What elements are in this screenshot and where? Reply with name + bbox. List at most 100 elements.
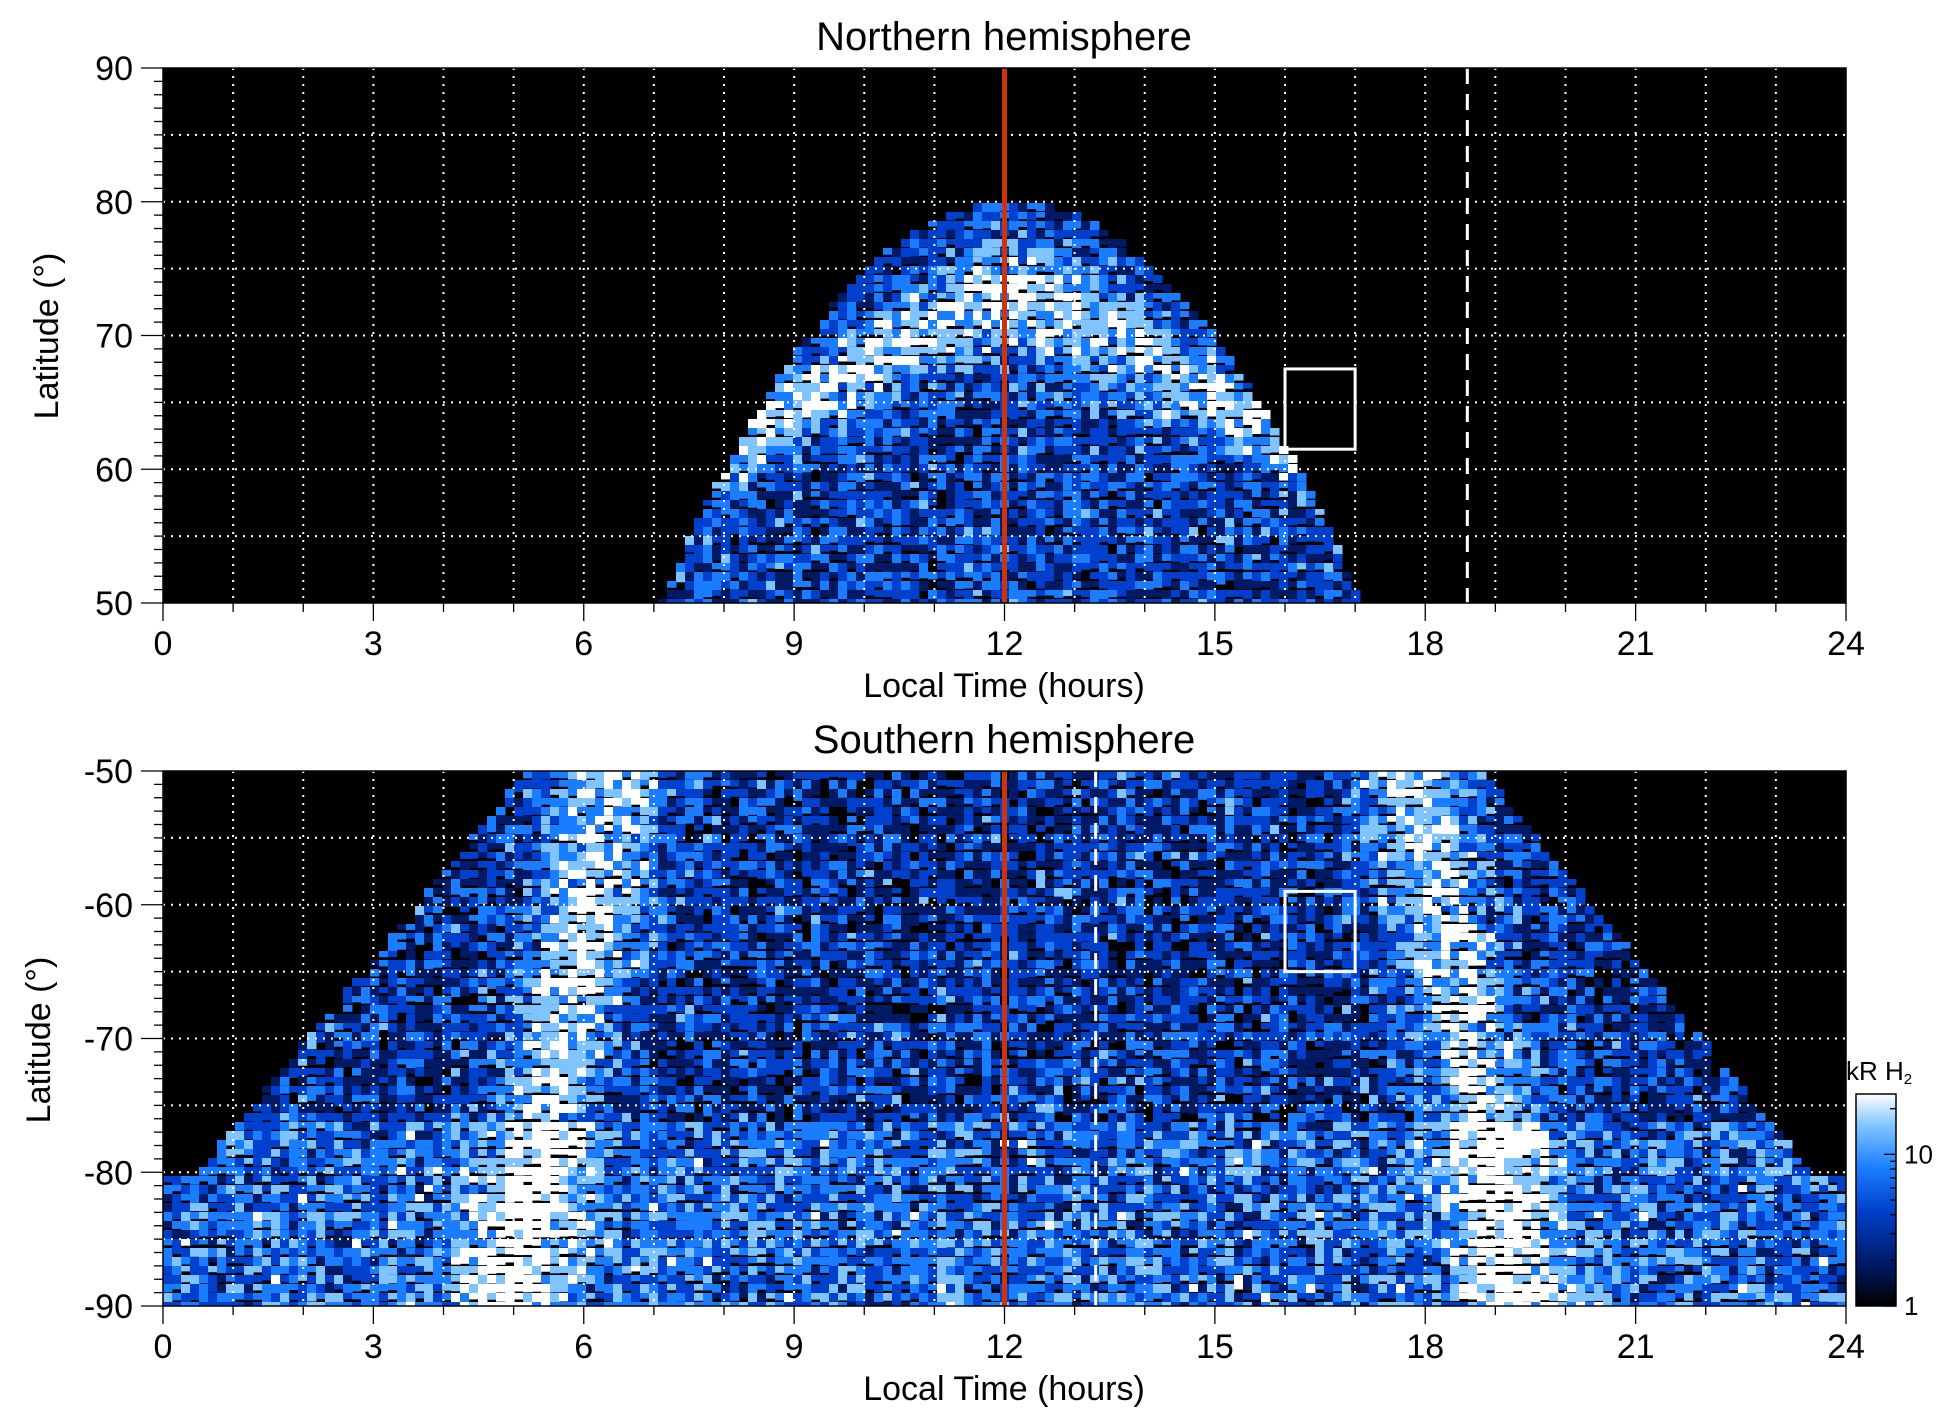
heatmap-cell bbox=[973, 437, 983, 446]
heatmap-cell bbox=[973, 257, 983, 263]
heatmap-cell bbox=[766, 915, 776, 927]
heatmap-cell bbox=[1018, 428, 1028, 439]
heatmap-cell bbox=[478, 924, 488, 936]
heatmap-cell bbox=[613, 825, 623, 836]
heatmap-cell bbox=[1189, 581, 1199, 588]
heatmap-cell bbox=[1540, 870, 1550, 877]
heatmap-cell bbox=[685, 843, 695, 853]
heatmap-cell bbox=[937, 536, 947, 548]
heatmap-cell bbox=[748, 437, 758, 449]
heatmap-cell bbox=[784, 879, 794, 890]
heatmap-cell bbox=[982, 212, 992, 224]
heatmap-cell bbox=[1486, 861, 1496, 867]
heatmap-cell bbox=[1324, 581, 1334, 592]
heatmap-cell bbox=[1162, 536, 1172, 546]
heatmap-cell bbox=[1324, 870, 1334, 879]
heatmap-cell bbox=[865, 888, 875, 900]
heatmap-cell bbox=[1189, 518, 1199, 526]
heatmap-cell bbox=[1072, 248, 1082, 259]
heatmap-cell bbox=[1441, 870, 1451, 883]
heatmap-cell bbox=[1324, 942, 1334, 952]
heatmap-cell bbox=[1324, 879, 1334, 889]
heatmap-cell bbox=[1099, 383, 1109, 391]
heatmap-cell bbox=[550, 897, 560, 906]
heatmap-cell bbox=[1036, 554, 1046, 566]
heatmap-cell bbox=[1468, 843, 1478, 853]
heatmap-cell bbox=[1162, 365, 1172, 375]
heatmap-cell bbox=[964, 807, 974, 819]
heatmap-cell bbox=[1018, 834, 1028, 844]
heatmap-cell bbox=[1090, 888, 1100, 898]
heatmap-cell bbox=[1360, 915, 1370, 926]
heatmap-cell bbox=[820, 915, 830, 922]
heatmap-cell bbox=[811, 834, 821, 841]
heatmap-cell bbox=[1306, 572, 1316, 583]
heatmap-cell bbox=[937, 771, 947, 780]
heatmap-cell bbox=[586, 807, 596, 819]
heatmap-cell bbox=[1099, 437, 1109, 449]
heatmap-cell bbox=[1522, 825, 1532, 837]
heatmap-cell bbox=[811, 518, 821, 528]
heatmap-cell bbox=[505, 951, 515, 957]
heatmap-cell bbox=[1225, 500, 1235, 511]
heatmap-cell bbox=[1504, 807, 1514, 815]
heatmap-cell bbox=[874, 392, 884, 405]
heatmap-cell bbox=[1252, 473, 1262, 480]
heatmap-cell bbox=[1135, 419, 1145, 428]
heatmap-cell bbox=[1531, 870, 1541, 876]
heatmap-cell bbox=[892, 915, 902, 927]
heatmap-cell bbox=[541, 870, 551, 882]
heatmap-cell bbox=[1279, 852, 1289, 862]
heatmap-cell bbox=[532, 780, 542, 789]
heatmap-cell bbox=[1549, 861, 1559, 870]
heatmap-cell bbox=[721, 581, 731, 589]
heatmap-cell bbox=[973, 419, 983, 425]
heatmap-cell bbox=[1234, 392, 1244, 402]
heatmap-cell bbox=[1189, 870, 1199, 878]
heatmap-cell bbox=[532, 897, 542, 904]
heatmap-cell bbox=[1441, 771, 1451, 778]
heatmap-cell bbox=[946, 825, 956, 837]
heatmap-cell bbox=[1288, 825, 1298, 832]
heatmap-cell bbox=[1576, 942, 1586, 949]
heatmap-cell bbox=[694, 545, 704, 555]
heatmap-cell bbox=[1216, 455, 1226, 461]
heatmap-cell bbox=[1072, 275, 1082, 285]
heatmap-cell bbox=[901, 365, 911, 377]
heatmap-cell bbox=[1261, 410, 1271, 420]
heatmap-cell bbox=[919, 311, 929, 318]
heatmap-cell bbox=[901, 590, 911, 602]
heatmap-cell bbox=[1117, 771, 1127, 781]
heatmap-cell bbox=[811, 888, 821, 894]
heatmap-cell bbox=[1342, 924, 1352, 933]
heatmap-cell bbox=[1387, 933, 1397, 944]
heatmap-cell bbox=[1090, 347, 1100, 358]
heatmap-cell bbox=[694, 807, 704, 820]
heatmap-cell bbox=[1225, 852, 1235, 864]
heatmap-cell bbox=[1423, 789, 1433, 799]
heatmap-cell bbox=[1324, 915, 1334, 925]
heatmap-cell bbox=[973, 491, 983, 499]
heatmap-cell bbox=[1126, 780, 1136, 791]
heatmap-cell bbox=[982, 239, 992, 250]
heatmap-cell bbox=[730, 590, 740, 600]
heatmap-cell bbox=[1162, 284, 1172, 292]
heatmap-cell bbox=[991, 590, 1001, 598]
heatmap-cell bbox=[856, 482, 866, 490]
heatmap-cell bbox=[973, 771, 983, 781]
heatmap-cell bbox=[1081, 906, 1091, 913]
heatmap-cell bbox=[1459, 906, 1469, 914]
heatmap-cell bbox=[757, 834, 767, 840]
heatmap-cell bbox=[1099, 554, 1109, 561]
heatmap-cell bbox=[532, 933, 542, 940]
heatmap-cell bbox=[1207, 825, 1217, 836]
heatmap-cell bbox=[892, 870, 902, 878]
heatmap-cell bbox=[1090, 599, 1100, 603]
heatmap-cell bbox=[928, 554, 938, 560]
heatmap-cell bbox=[892, 527, 902, 537]
heatmap-cell bbox=[622, 933, 632, 940]
heatmap-cell bbox=[1189, 464, 1199, 475]
heatmap-cell bbox=[1198, 329, 1208, 341]
heatmap-cell bbox=[1477, 825, 1487, 836]
heatmap-cell bbox=[1432, 843, 1442, 851]
